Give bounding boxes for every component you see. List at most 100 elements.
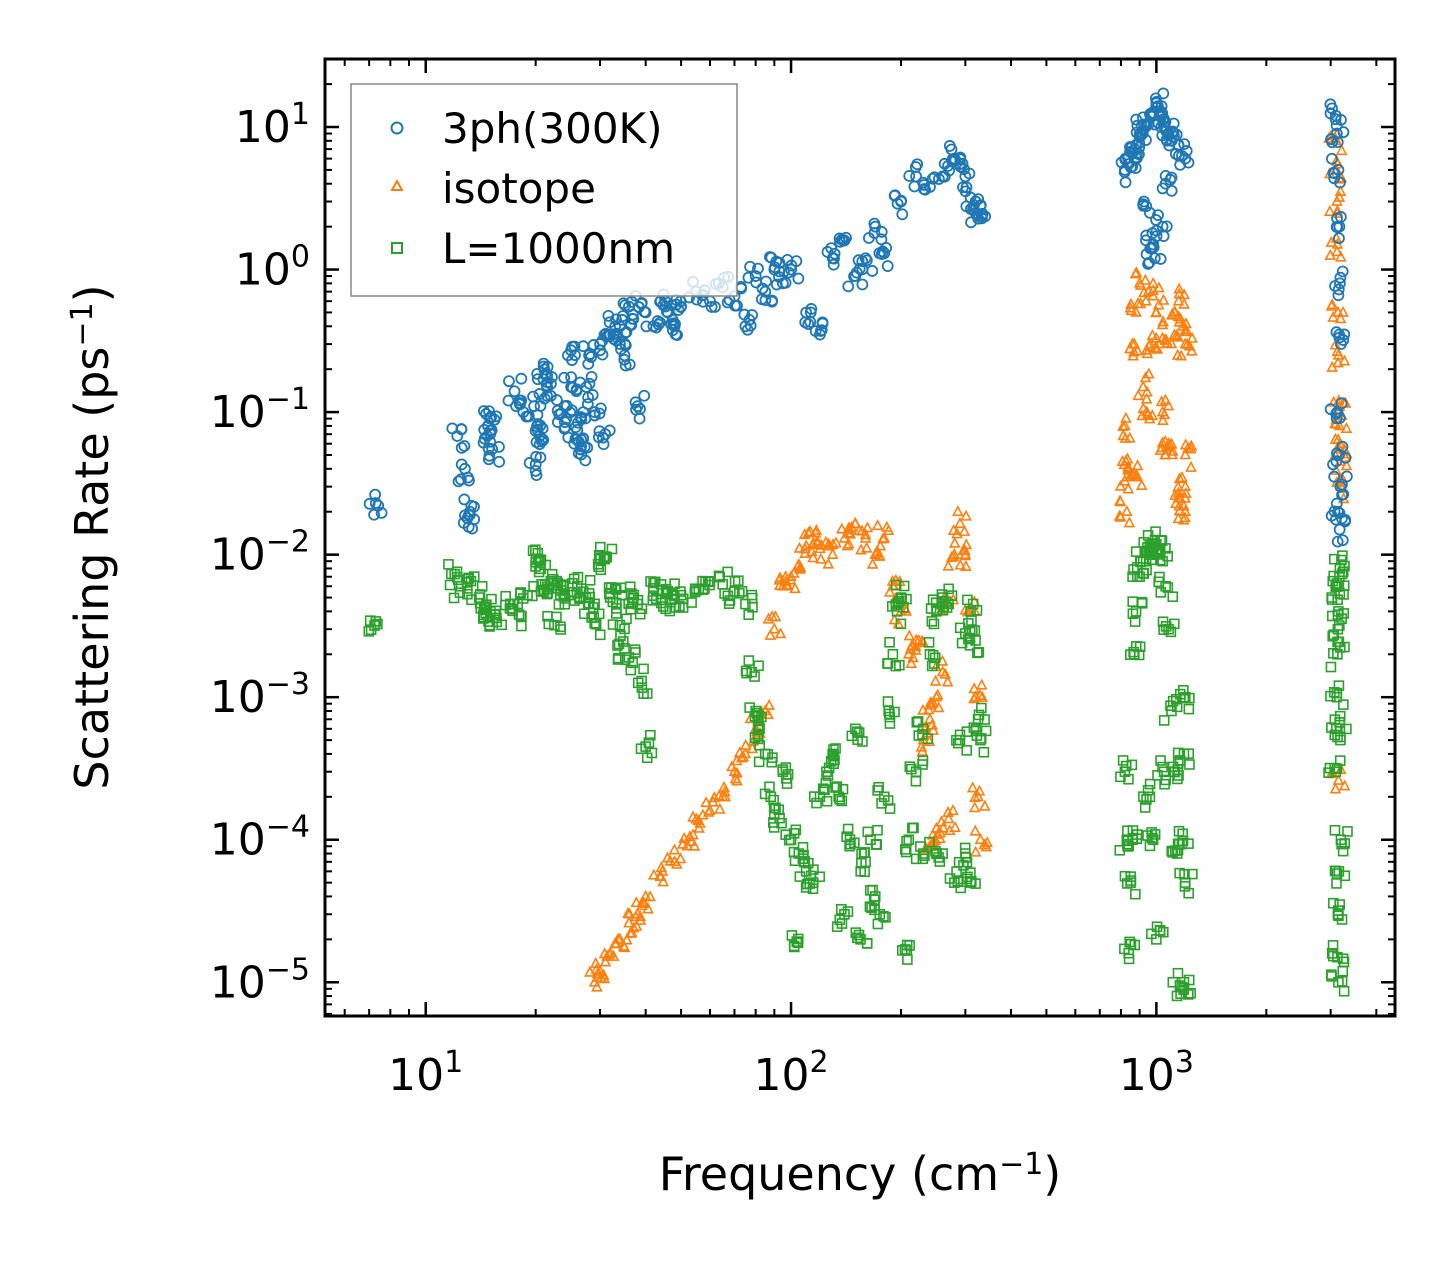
data-point xyxy=(620,933,633,945)
data-point xyxy=(666,324,679,337)
data-point xyxy=(918,179,930,191)
data-point xyxy=(904,761,916,772)
data-point xyxy=(1159,333,1172,345)
data-point xyxy=(945,550,958,562)
data-point xyxy=(779,570,792,582)
data-point xyxy=(1175,349,1188,361)
data-point xyxy=(541,390,553,402)
data-point xyxy=(871,519,884,531)
data-point xyxy=(809,325,822,337)
data-point xyxy=(1338,779,1351,791)
data-point xyxy=(1143,206,1156,219)
data-point xyxy=(632,677,644,689)
data-point xyxy=(967,598,979,610)
data-point xyxy=(978,838,990,850)
data-point xyxy=(462,588,473,600)
data-point xyxy=(455,458,468,471)
data-point xyxy=(743,655,755,666)
data-point xyxy=(1144,778,1156,790)
data-point xyxy=(541,588,553,600)
data-point xyxy=(781,579,794,591)
data-point xyxy=(848,270,860,283)
data-point xyxy=(1183,974,1195,986)
data-point xyxy=(1150,331,1163,343)
data-point xyxy=(485,411,497,424)
data-point xyxy=(1182,989,1194,1000)
data-point xyxy=(781,253,794,266)
data-point xyxy=(709,301,721,313)
data-point xyxy=(928,618,940,630)
data-point xyxy=(623,907,636,919)
data-point xyxy=(718,780,730,792)
data-point xyxy=(1178,297,1190,309)
data-point xyxy=(972,790,984,802)
data-point xyxy=(591,980,603,992)
data-point xyxy=(1170,497,1182,509)
data-point xyxy=(607,619,619,630)
data-point xyxy=(815,324,828,337)
data-point xyxy=(545,377,557,390)
data-point xyxy=(980,725,992,737)
data-point xyxy=(884,718,896,729)
data-point xyxy=(1165,626,1177,638)
data-point xyxy=(1336,976,1348,987)
data-point xyxy=(676,837,689,849)
data-point xyxy=(602,309,615,322)
data-point xyxy=(604,587,616,599)
data-point xyxy=(947,549,960,561)
data-point xyxy=(1153,545,1164,557)
data-point xyxy=(632,301,645,313)
data-point xyxy=(1324,98,1337,111)
data-point xyxy=(861,521,874,533)
data-point xyxy=(896,208,909,221)
data-point xyxy=(1144,791,1156,803)
data-point xyxy=(611,597,622,609)
data-point xyxy=(889,706,900,718)
data-point xyxy=(1331,763,1343,774)
data-point xyxy=(531,420,543,433)
data-point xyxy=(1126,759,1138,771)
data-point xyxy=(1134,641,1146,653)
data-point xyxy=(954,558,967,570)
data-point xyxy=(1334,620,1345,631)
data-point xyxy=(1337,550,1348,561)
data-point xyxy=(807,551,819,563)
data-point xyxy=(562,431,575,444)
data-point xyxy=(1173,499,1186,511)
data-point xyxy=(1151,342,1164,354)
data-point xyxy=(760,275,772,288)
data-point xyxy=(1330,412,1343,425)
data-point xyxy=(915,740,928,752)
data-point xyxy=(1128,337,1141,349)
data-point xyxy=(842,823,854,835)
data-point xyxy=(1182,156,1195,169)
data-point xyxy=(1331,245,1343,257)
data-point xyxy=(820,535,832,547)
data-point xyxy=(1156,436,1169,448)
y-tick-label: 10−2 xyxy=(210,525,310,581)
data-point xyxy=(582,358,595,370)
data-point xyxy=(1140,294,1152,306)
data-point xyxy=(606,543,618,555)
data-point xyxy=(1328,570,1340,582)
data-point xyxy=(705,301,718,313)
data-point xyxy=(1324,403,1337,416)
data-point xyxy=(619,654,631,665)
data-point xyxy=(372,618,383,630)
y-tick-labels: 101 100 10−1 10−2 10−3 10−4 10−5 xyxy=(210,97,310,1008)
data-point xyxy=(907,822,918,834)
data-point xyxy=(578,441,591,453)
data-point xyxy=(1172,747,1184,759)
data-point xyxy=(369,488,382,501)
data-point xyxy=(939,667,952,679)
data-point xyxy=(473,592,485,603)
data-point xyxy=(603,424,616,437)
data-point xyxy=(790,824,802,836)
data-point xyxy=(515,610,527,622)
data-point xyxy=(638,389,651,402)
data-point xyxy=(953,856,965,868)
data-point xyxy=(669,578,680,590)
data-point xyxy=(558,371,571,384)
data-point xyxy=(774,627,787,639)
legend-marker-isotope xyxy=(390,178,404,191)
